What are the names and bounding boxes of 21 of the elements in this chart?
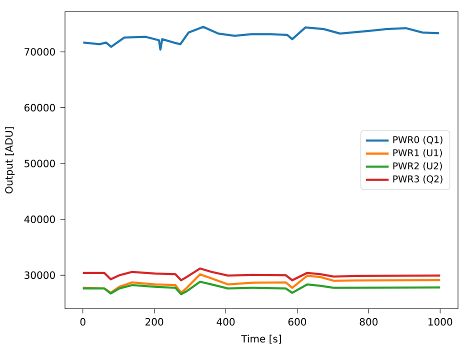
y-tick-label: 50000: [24, 160, 55, 168]
y-axis-title: Output [ADU]: [4, 127, 15, 194]
line-series: [82, 273, 442, 294]
line-series: [82, 267, 442, 282]
legend-label: PWR3 (Q2): [393, 175, 442, 184]
line-series: [82, 26, 440, 51]
x-tick-label: 200: [146, 318, 164, 326]
legend-label: PWR2 (U2): [393, 162, 442, 170]
y-tick-label: 70000: [24, 48, 55, 56]
legend-label: PWR1 (U1): [393, 149, 442, 158]
y-tick-label: 60000: [24, 104, 55, 112]
y-tick-label: 30000: [24, 271, 55, 279]
x-tick-label: 0: [80, 318, 86, 326]
x-axis-title: Time [s]: [241, 334, 281, 344]
x-tick-label: 1000: [428, 318, 452, 326]
line-series: [82, 280, 442, 296]
y-tick-label: 40000: [24, 216, 55, 224]
x-tick-label: 800: [360, 318, 378, 326]
x-tick-label: 400: [216, 318, 235, 326]
legend-label: PWR0 (Q1): [393, 136, 442, 144]
x-tick-label: 600: [288, 318, 306, 326]
